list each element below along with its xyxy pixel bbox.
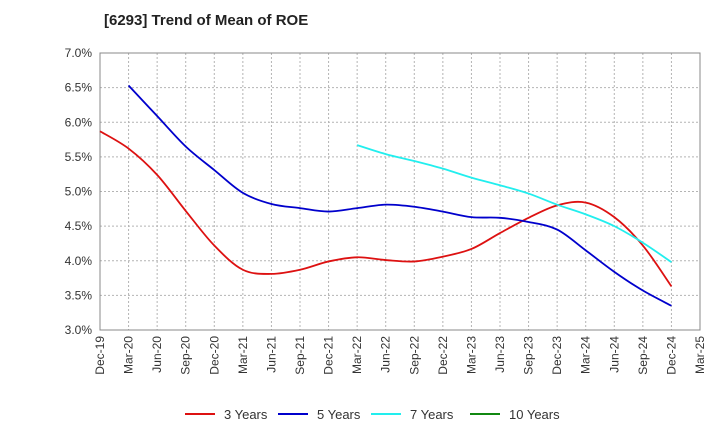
legend: 3 Years 5 Years 7 Years 10 Years <box>185 407 560 422</box>
legend-label-7-years: 7 Years <box>410 407 454 422</box>
chart-title: [6293] Trend of Mean of ROE <box>104 12 308 29</box>
y-tick-label: 3.5% <box>65 288 93 302</box>
series-line-3-years <box>99 130 673 287</box>
y-tick-label: 7.0% <box>65 46 93 60</box>
legend-label-5-years: 5 Years <box>317 407 361 422</box>
x-tick-label: Sep-20 <box>179 336 193 375</box>
legend-label-10-years: 10 Years <box>509 407 560 422</box>
x-tick-label: Jun-21 <box>264 336 278 373</box>
series-line-5-years <box>127 84 672 307</box>
x-tick-label: Dec-23 <box>550 336 564 375</box>
x-tick-label: Dec-21 <box>322 336 336 375</box>
x-tick-label: Dec-19 <box>93 336 107 375</box>
y-tick-label: 5.0% <box>65 185 93 199</box>
x-tick-label: Jun-22 <box>379 336 393 373</box>
series-line-7-years <box>356 144 672 263</box>
gridlines <box>99 52 701 331</box>
x-tick-label: Dec-24 <box>664 336 678 375</box>
x-tick-label: Sep-21 <box>293 336 307 375</box>
y-tick-label: 3.0% <box>65 323 93 337</box>
series-lines <box>99 84 673 307</box>
x-tick-label: Sep-23 <box>522 336 536 375</box>
y-tick-label: 6.5% <box>65 81 93 95</box>
x-tick-label: Jun-24 <box>607 336 621 373</box>
x-tick-label: Mar-20 <box>122 336 136 374</box>
x-tick-label: Mar-24 <box>579 336 593 374</box>
y-axis-ticks: 3.0% 3.5% 4.0% 4.5% 5.0% 5.5% 6.0% 6.5% 7.0% <box>65 46 93 337</box>
x-tick-label: Dec-22 <box>436 336 450 375</box>
x-tick-label: Jun-20 <box>150 336 164 373</box>
x-tick-label: Jun-23 <box>493 336 507 373</box>
x-tick-label: Dec-20 <box>207 336 221 375</box>
x-tick-label: Mar-25 <box>693 336 707 374</box>
x-tick-label: Sep-24 <box>636 336 650 375</box>
x-tick-label: Mar-23 <box>464 336 478 374</box>
legend-label-3-years: 3 Years <box>224 407 268 422</box>
y-tick-label: 4.0% <box>65 254 93 268</box>
plot-frame <box>99 52 701 331</box>
y-tick-label: 5.5% <box>65 150 93 164</box>
x-axis-ticks: Dec-19 Mar-20 Jun-20 Sep-20 Dec-20 Mar-21 Jun-… <box>93 336 707 375</box>
x-tick-label: Mar-21 <box>236 336 250 374</box>
y-tick-label: 4.5% <box>65 219 93 233</box>
x-tick-label: Sep-22 <box>407 336 421 375</box>
y-tick-label: 6.0% <box>65 115 93 129</box>
x-tick-label: Mar-22 <box>350 336 364 374</box>
